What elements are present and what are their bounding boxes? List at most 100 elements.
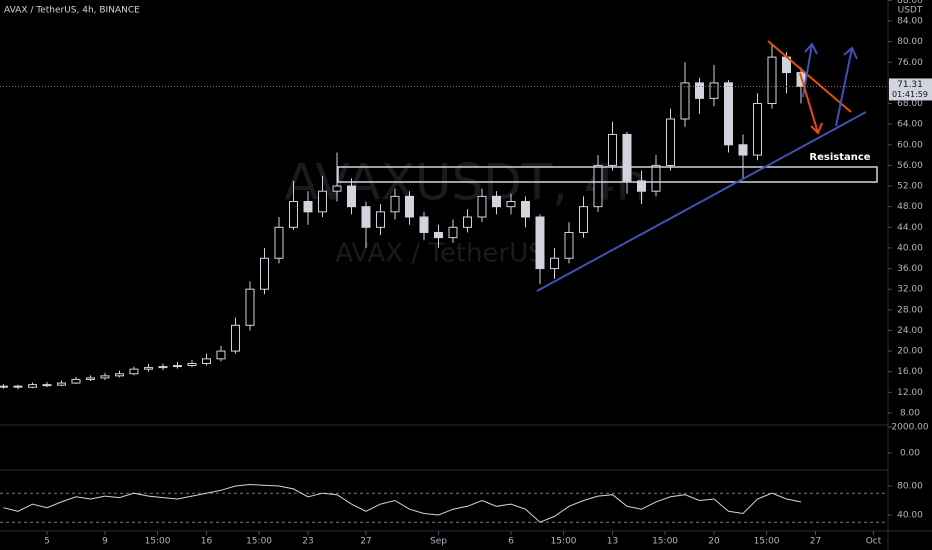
x-tick-label: 15:00 [145, 537, 171, 547]
y-tick-label: 2000.00 [891, 423, 928, 433]
candle-body [665, 118, 675, 166]
candle-body [578, 206, 588, 233]
candle-body [390, 195, 400, 213]
x-tick-label: 27 [810, 537, 821, 547]
candle-body [129, 368, 139, 375]
candle-body [694, 82, 704, 99]
x-tick-label: 15:00 [652, 537, 678, 547]
candle-body [346, 185, 356, 208]
candle-body [477, 195, 487, 218]
candle-body [71, 378, 81, 384]
y-tick-label: 80.00 [897, 37, 923, 47]
countdown-label: 01:41:59 [892, 90, 928, 99]
candle-body [85, 377, 95, 380]
y-tick-label: 40.00 [897, 510, 923, 520]
y-tick-label: 16.00 [897, 367, 923, 377]
candle-body [723, 82, 733, 146]
y-tick-label: 64.00 [897, 120, 923, 130]
y-tick-label: 44.00 [897, 223, 923, 233]
candle-body [172, 365, 182, 368]
candle-body [419, 216, 429, 233]
annotation: Resistance [809, 152, 870, 163]
y-tick-label: 8.00 [900, 408, 920, 418]
candle-body [636, 180, 646, 192]
candle-body [520, 201, 530, 218]
candle-body [593, 164, 603, 208]
candle-body [114, 373, 124, 377]
candle-body [709, 82, 719, 99]
candle-body [187, 362, 197, 367]
arrow-head [810, 122, 823, 135]
x-tick-label: 15:00 [754, 537, 780, 547]
candle-body [0, 385, 8, 388]
candle-body [259, 257, 269, 290]
y-tick-label: 52.00 [897, 182, 923, 192]
x-tick-label: 6 [508, 537, 514, 547]
y-tick-label: 24.00 [897, 326, 923, 336]
candle-body [680, 82, 690, 120]
x-tick-label: 15:00 [551, 537, 577, 547]
y-tick-label: 40.00 [897, 243, 923, 253]
x-tick-label: 5 [44, 537, 50, 547]
y-tick-label: 60.00 [897, 140, 923, 150]
watermark-subtitle: AVAX / TetherUS [335, 239, 545, 269]
candle-body [13, 385, 23, 388]
x-tick-label: 15:00 [246, 537, 272, 547]
down-trend-line [767, 40, 852, 113]
y-tick-label: 28.00 [897, 305, 923, 315]
y-tick-label: 48.00 [897, 202, 923, 212]
x-tick-label: 16 [201, 537, 213, 547]
trend-line [536, 111, 867, 292]
candle-body [274, 226, 284, 259]
candle-body [506, 201, 516, 208]
last-price-box [889, 78, 932, 101]
arrow [799, 72, 819, 134]
x-tick-label: 9 [102, 537, 108, 547]
y-tick-label: 80.00 [897, 481, 923, 491]
candle-body [158, 366, 168, 369]
x-tick-label: 13 [607, 537, 618, 547]
candle-body [607, 133, 617, 166]
candle-body [42, 384, 52, 387]
candle-body [752, 103, 762, 156]
candle-body [332, 185, 342, 192]
y-tick-label: 36.00 [897, 264, 923, 274]
symbol-title: AVAX / TetherUS, 4h, BINANCE [4, 6, 140, 16]
resistance-box [337, 166, 878, 183]
y-tick-label: 32.00 [897, 285, 923, 295]
candle-body [404, 195, 414, 218]
candle-body [738, 144, 748, 156]
y-tick-label: 56.00 [897, 161, 923, 171]
candle-body [433, 231, 443, 239]
candle-body [303, 201, 313, 213]
candle-body [230, 324, 240, 352]
candle-body [216, 350, 226, 360]
candle-body [535, 216, 545, 270]
y-tick-label: 20.00 [897, 347, 923, 357]
x-tick-label: Oct [866, 537, 882, 547]
candle-body [100, 375, 110, 379]
candle-body [767, 56, 777, 105]
candle-body [651, 164, 661, 192]
candle-body [564, 231, 574, 259]
candle-body [56, 382, 66, 386]
y-tick-label: 0.00 [900, 448, 920, 458]
y-tick-label: 12.00 [897, 388, 923, 398]
candle-body [622, 133, 632, 182]
candle-body [462, 216, 472, 228]
y-tick-label: 84.00 [897, 16, 923, 26]
candle-body [361, 206, 371, 228]
plot [0, 44, 806, 390]
x-tick-label: 27 [360, 537, 371, 547]
arrow-head [843, 46, 858, 60]
candle-body [491, 195, 501, 208]
candle-body [288, 201, 298, 228]
candle-body [549, 257, 559, 270]
candle-body [201, 358, 211, 364]
arrow-head [804, 42, 818, 55]
last-price-label: 71.31 [897, 80, 923, 90]
x-tick-label: 20 [708, 537, 720, 547]
arrow [835, 47, 853, 127]
